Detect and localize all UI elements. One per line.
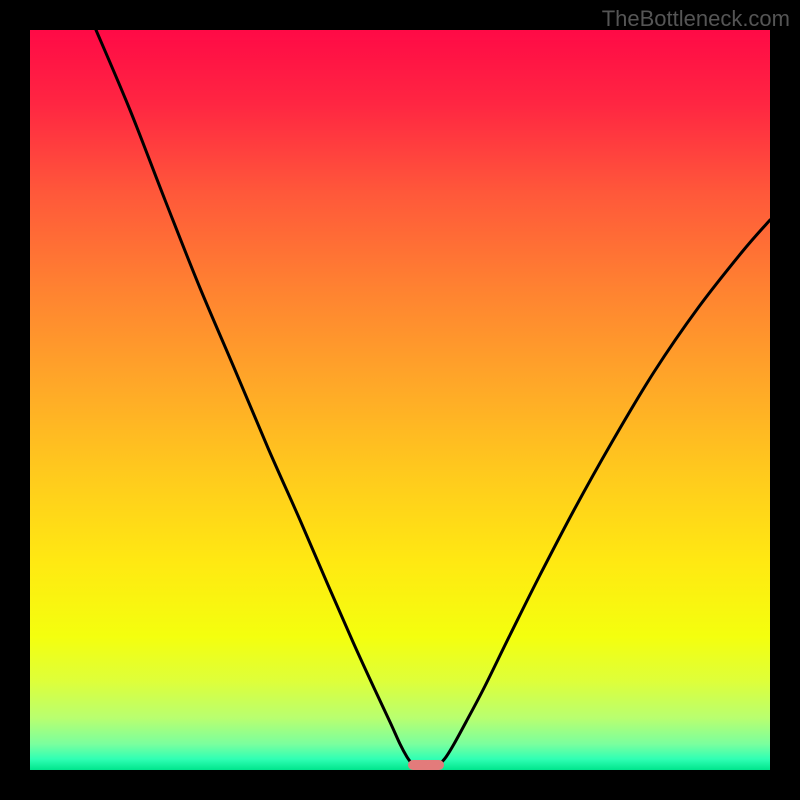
curve-left xyxy=(96,30,412,764)
chart-plot-area xyxy=(30,30,770,770)
bottleneck-curves xyxy=(30,30,770,770)
watermark-text: TheBottleneck.com xyxy=(602,6,790,32)
curve-right xyxy=(440,220,770,764)
valley-marker xyxy=(408,760,444,770)
